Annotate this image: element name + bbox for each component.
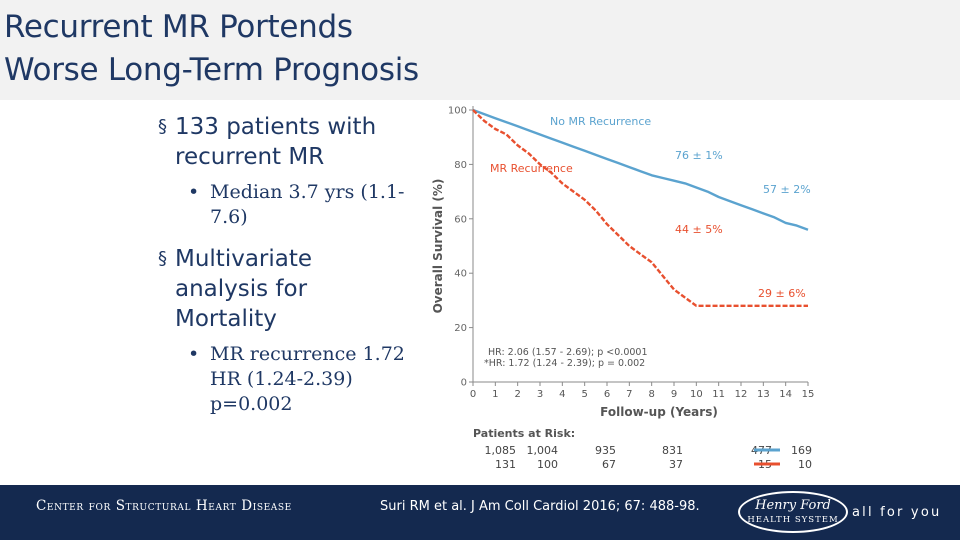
risk-table-cell: 67	[602, 458, 616, 471]
risk-table-cell: 935	[595, 444, 616, 457]
y-axis-title: Overall Survival (%)	[431, 179, 445, 314]
sub-bullet-item: • MR recurrence 1.72 HR (1.24-2.39) p=0.…	[188, 342, 408, 417]
survival-chart: 0 20 40 60 80 100 0 1 2 3 4 5 6 7 8 9 10 11 12 13 14 15 Follow…	[420, 98, 820, 478]
risk-table-cell: 831	[662, 444, 683, 457]
x-tick-label: 12	[735, 389, 748, 400]
footer-bar: Center for Structural Heart Disease Suri…	[0, 485, 960, 540]
bullet-item: § 133 patients with recurrent MR	[158, 112, 408, 172]
bullet-item: § Multivariate analysis for Mortality	[158, 244, 408, 334]
y-tick-label: 80	[454, 160, 467, 171]
risk-table-cell: 1,004	[527, 444, 559, 457]
slide-title: Recurrent MR Portends Worse Long-Term Pr…	[4, 6, 419, 92]
bullet-text: Multivariate analysis for Mortality	[175, 246, 313, 332]
x-tick-label: 10	[690, 389, 703, 400]
y-tick-label: 40	[454, 269, 467, 280]
risk-table-cell: 37	[669, 458, 683, 471]
risk-table-cell: 131	[495, 458, 516, 471]
blue-value-label: 57 ± 2%	[763, 183, 811, 196]
x-tick-label: 2	[514, 389, 520, 400]
tagline: all for you	[852, 505, 942, 520]
y-tick-label: 0	[461, 378, 467, 389]
x-tick-label: 6	[604, 389, 610, 400]
no-mr-recurrence-curve	[472, 108, 809, 231]
y-tick-label: 100	[448, 106, 467, 117]
risk-table-cell: 1,085	[485, 444, 517, 457]
sub-bullet-item: • Median 3.7 yrs (1.1-7.6)	[188, 180, 408, 230]
square-bullet-icon: §	[158, 248, 167, 269]
dot-bullet-icon: •	[188, 181, 200, 203]
bullet-list: § 133 patients with recurrent MR • Media…	[158, 112, 408, 431]
x-tick-label: 5	[581, 389, 587, 400]
x-tick-label: 13	[757, 389, 770, 400]
no-mr-recurrence-label: No MR Recurrence	[550, 115, 651, 128]
title-line-1: Recurrent MR Portends	[4, 9, 353, 45]
sub-bullet-text: Median 3.7 yrs (1.1-7.6)	[210, 181, 405, 228]
x-tick-label: 3	[537, 389, 543, 400]
title-bar: Recurrent MR Portends Worse Long-Term Pr…	[0, 0, 960, 100]
dot-bullet-icon: •	[188, 343, 200, 365]
title-line-2: Worse Long-Term Prognosis	[4, 52, 419, 88]
x-tick-label: 14	[779, 389, 792, 400]
x-tick-label: 11	[712, 389, 725, 400]
x-tick-label: 4	[559, 389, 565, 400]
square-bullet-icon: §	[158, 116, 167, 137]
center-name: Center for Structural Heart Disease	[36, 498, 292, 514]
x-tick-label: 7	[626, 389, 632, 400]
logo-subtitle: HEALTH SYSTEM	[747, 515, 839, 525]
citation: Suri RM et al. J Am Coll Cardiol 2016; 6…	[380, 499, 700, 514]
hazard-ratio-text: HR: 2.06 (1.57 - 2.69); p <0.0001	[488, 347, 648, 358]
blue-value-label: 76 ± 1%	[675, 149, 723, 162]
hazard-ratio-text: *HR: 1.72 (1.24 - 2.39); p = 0.002	[484, 358, 645, 369]
risk-table-cell: 100	[537, 458, 558, 471]
logo-wordmark: Henry Ford	[755, 498, 831, 513]
y-tick-label: 20	[454, 323, 467, 334]
orange-value-label: 44 ± 5%	[675, 223, 723, 236]
x-axis-title: Follow-up (Years)	[600, 405, 718, 419]
x-tick-label: 9	[671, 389, 677, 400]
mr-recurrence-curve	[472, 109, 808, 308]
risk-table-cell: 169	[791, 444, 812, 457]
orange-value-label: 29 ± 6%	[758, 287, 806, 300]
x-tick-label: 15	[802, 389, 815, 400]
y-tick-label: 60	[454, 214, 467, 225]
bullet-text: 133 patients with recurrent MR	[175, 114, 377, 170]
sub-bullet-text: MR recurrence 1.72 HR (1.24-2.39) p=0.00…	[210, 343, 405, 415]
x-tick-label: 1	[492, 389, 498, 400]
x-tick-label: 8	[648, 389, 654, 400]
risk-table-title: Patients at Risk:	[473, 427, 575, 440]
x-tick-label: 0	[470, 389, 476, 400]
risk-table-cell: 10	[798, 458, 812, 471]
henry-ford-logo: Henry Ford HEALTH SYSTEM	[738, 491, 848, 533]
mr-recurrence-label: MR Recurrence	[490, 162, 573, 175]
